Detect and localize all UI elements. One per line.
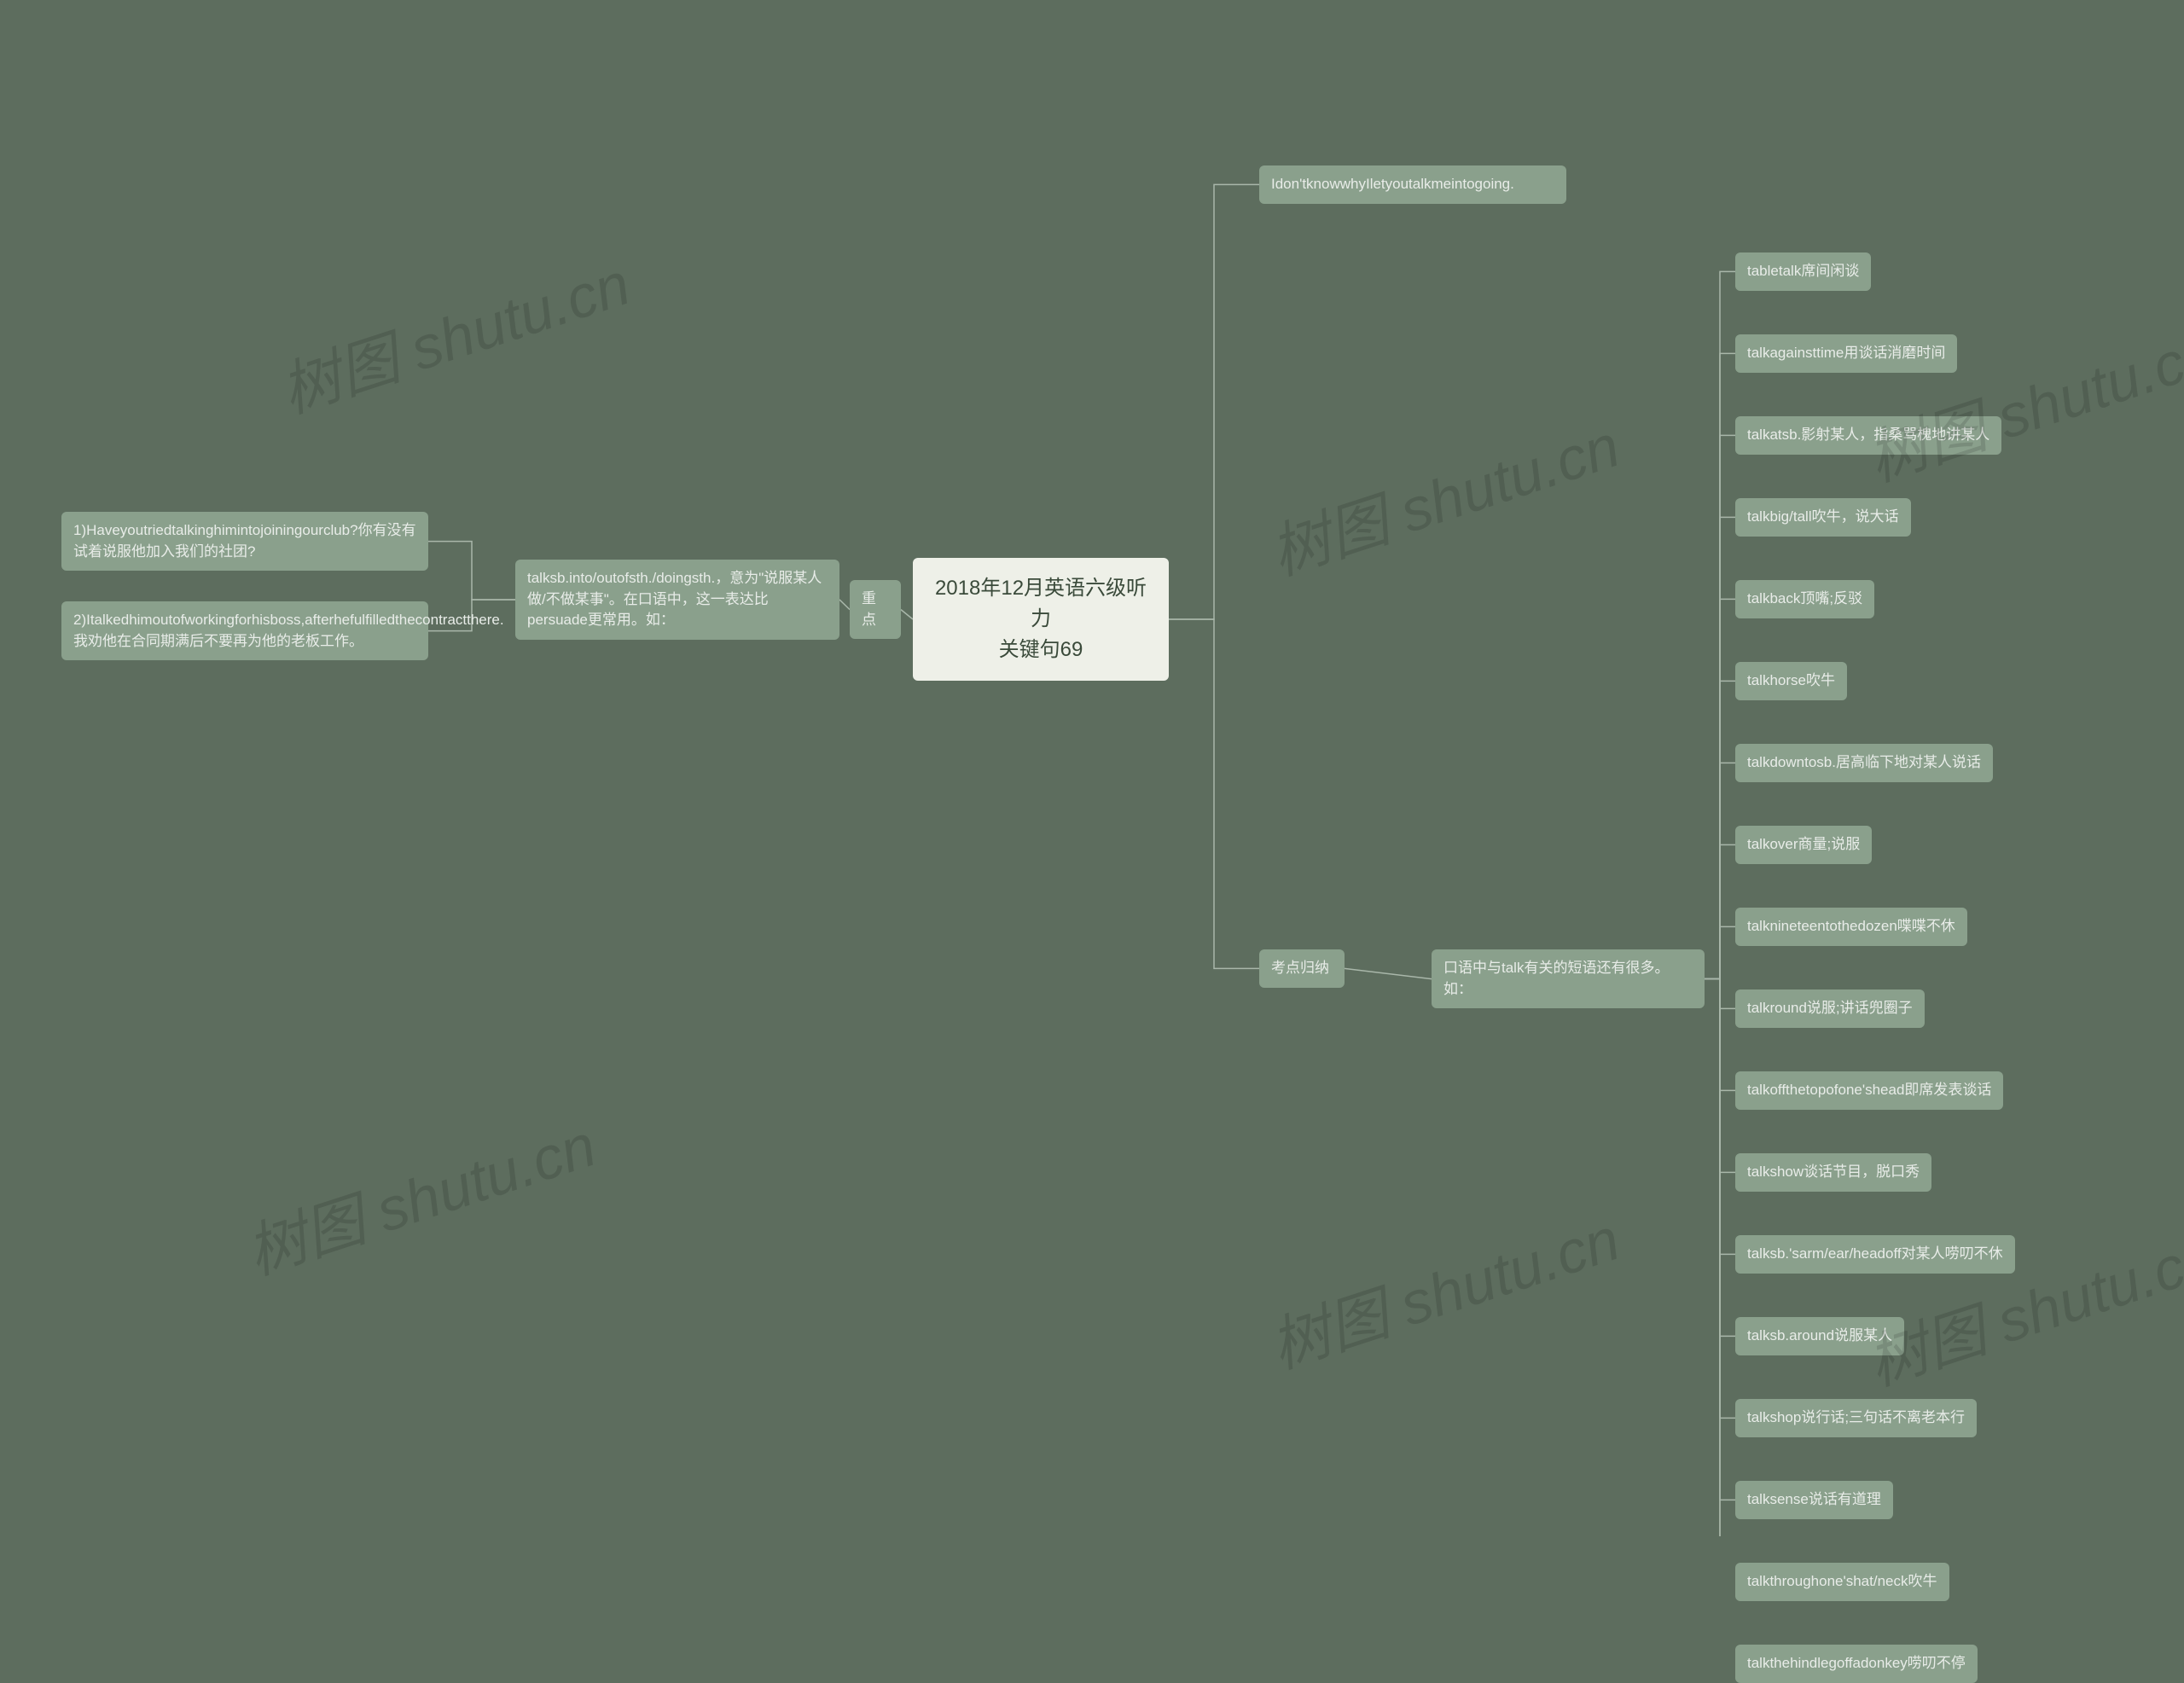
node-item-2: talkatsb.影射某人，指桑骂槐地讲某人 bbox=[1735, 416, 2001, 455]
watermark: 树图 shutu.cn bbox=[1258, 1192, 1629, 1385]
watermark: 树图 shutu.cn bbox=[269, 236, 640, 430]
node-sentence: Idon'tknowwhyIletyoutalkmeintogoing. bbox=[1259, 165, 1566, 204]
node-item-10: talkoffthetopofone'shead即席发表谈话 bbox=[1735, 1071, 2003, 1110]
node-phrases-intro: 口语中与talk有关的短语还有很多。如： bbox=[1432, 949, 1705, 1008]
node-item-4: talkback顶嘴;反驳 bbox=[1735, 580, 1874, 618]
node-item-12: talksb.'sarm/ear/headoff对某人唠叨不休 bbox=[1735, 1235, 2015, 1274]
node-kaodian: 考点归纳 bbox=[1259, 949, 1345, 988]
node-explain: talksb.into/outofsth./doingsth.，意为"说服某人做… bbox=[515, 560, 839, 640]
node-item-14: talkshop说行话;三句话不离老本行 bbox=[1735, 1399, 1977, 1437]
node-item-7: talkover商量;说服 bbox=[1735, 826, 1872, 864]
node-item-16: talkthroughone'shat/neck吹牛 bbox=[1735, 1563, 1949, 1601]
node-item-6: talkdowntosb.居高临下地对某人说话 bbox=[1735, 744, 1993, 782]
node-item-8: talknineteentothedozen喋喋不休 bbox=[1735, 908, 1967, 946]
root-node: 2018年12月英语六级听力 关键句69 bbox=[913, 558, 1169, 681]
node-example-1: 1)Haveyoutriedtalkinghimintojoiningourcl… bbox=[61, 512, 428, 571]
watermark: 树图 shutu.cn bbox=[1856, 305, 2184, 498]
node-item-11: talkshow谈话节目，脱口秀 bbox=[1735, 1153, 1931, 1192]
node-example-2: 2)Italkedhimoutofworkingforhisboss,after… bbox=[61, 601, 428, 660]
node-item-5: talkhorse吹牛 bbox=[1735, 662, 1847, 700]
node-item-1: talkagainsttime用谈话消磨时间 bbox=[1735, 334, 1957, 373]
node-item-9: talkround说服;讲话兜圈子 bbox=[1735, 989, 1925, 1028]
node-item-17: talkthehindlegoffadonkey唠叨不停 bbox=[1735, 1645, 1978, 1683]
root-line2: 关键句69 bbox=[999, 638, 1083, 661]
node-item-3: talkbig/tall吹牛，说大话 bbox=[1735, 498, 1911, 537]
node-item-0: tabletalk席间闲谈 bbox=[1735, 252, 1871, 291]
node-zhongdian: 重点 bbox=[850, 580, 901, 639]
node-item-15: talksense说话有道理 bbox=[1735, 1481, 1893, 1519]
node-item-13: talksb.around说服某人 bbox=[1735, 1317, 1904, 1355]
watermark: 树图 shutu.cn bbox=[1258, 398, 1629, 592]
watermark: 树图 shutu.cn bbox=[235, 1098, 606, 1291]
root-line1: 2018年12月英语六级听力 bbox=[935, 577, 1147, 630]
